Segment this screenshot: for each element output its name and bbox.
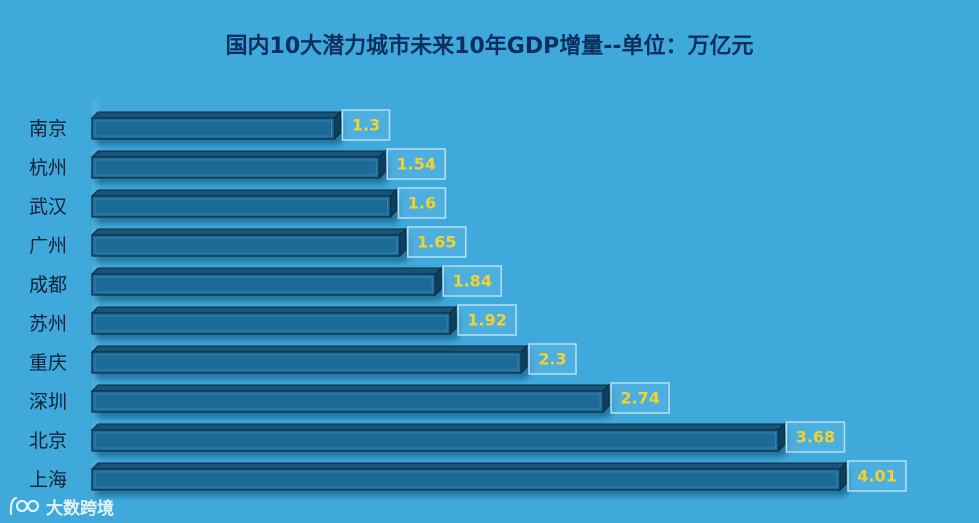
watermark-text: 大数跨境 (46, 498, 114, 519)
bar-side-face (378, 149, 386, 180)
bar-highlight (94, 276, 433, 293)
bar-highlight (94, 315, 448, 332)
bar-side-face (602, 383, 610, 414)
bar (90, 227, 407, 258)
data-label: 2.74 (620, 389, 659, 408)
bar-highlight (94, 432, 776, 449)
data-label-box (847, 460, 907, 492)
bar-top-face (90, 384, 611, 392)
bar-side-face (520, 344, 528, 375)
data-label-box (785, 421, 846, 453)
bar (90, 461, 848, 492)
bar-side-face (399, 227, 407, 258)
data-label-box (442, 265, 502, 297)
data-label-box (528, 343, 577, 375)
data-label: 1.6 (408, 194, 436, 213)
bar-highlight (94, 471, 838, 488)
bar-side-face (449, 305, 457, 336)
data-label: 3.68 (796, 428, 835, 447)
bar-top-face (90, 306, 458, 314)
bar (90, 305, 458, 336)
bar-side-face (839, 461, 847, 492)
data-label: 1.54 (397, 155, 436, 174)
bar-side-face (777, 422, 785, 453)
bar-top-face (90, 345, 529, 353)
data-label-box (457, 304, 517, 336)
bar-top-face (90, 462, 848, 470)
category-label: 北京 (29, 430, 67, 452)
data-label-box (397, 187, 447, 219)
bar (90, 383, 611, 414)
category-label: 杭州 (29, 157, 67, 179)
bar-top-face (90, 189, 398, 197)
bar-highlight (94, 393, 601, 410)
category-label: 成都 (29, 274, 67, 296)
bar-top-face (90, 228, 407, 236)
bars-group: 南京 1.3 杭州 1.54 武汉 1.6 广州 1.65 成都 1.84 苏州 1.92 重庆 2.3 深… (29, 96, 907, 496)
bar-side-face (389, 188, 397, 219)
bar (90, 266, 443, 297)
data-label: 1.92 (467, 311, 506, 330)
bar-highlight (94, 198, 388, 215)
bar (90, 344, 529, 375)
bar-highlight (94, 237, 398, 254)
bar (90, 149, 387, 180)
watermark: 大数跨境 (8, 492, 114, 520)
data-label: 2.3 (538, 350, 566, 369)
bar-side-face (333, 110, 341, 141)
data-label: 1.3 (352, 116, 380, 135)
category-label: 上海 (29, 469, 67, 491)
logo-icon (9, 496, 40, 516)
data-label: 1.84 (452, 272, 491, 291)
bar-top-face (90, 267, 443, 275)
data-label-box (386, 148, 447, 180)
bar-highlight (94, 159, 377, 176)
data-label: 4.01 (857, 467, 896, 486)
data-label-box (610, 382, 670, 414)
category-label: 广州 (29, 235, 67, 257)
data-label-box (341, 109, 391, 141)
category-label: 苏州 (29, 313, 67, 335)
bar-top-face (90, 423, 786, 431)
category-label: 武汉 (29, 196, 67, 218)
data-label-box (407, 226, 467, 258)
bar-top-face (90, 150, 387, 158)
bar (90, 422, 786, 453)
category-label: 南京 (29, 118, 67, 140)
bar-highlight (94, 120, 332, 137)
bar-highlight (94, 354, 519, 371)
category-label: 重庆 (29, 352, 67, 374)
category-label: 深圳 (29, 391, 67, 413)
bar (90, 110, 342, 141)
chart-title: 国内10大潜力城市未来10年GDP增量--单位：万亿元 (225, 34, 754, 59)
bar (90, 188, 398, 219)
bar-side-face (434, 266, 442, 297)
data-label: 1.65 (417, 233, 456, 252)
bar-top-face (90, 111, 342, 119)
